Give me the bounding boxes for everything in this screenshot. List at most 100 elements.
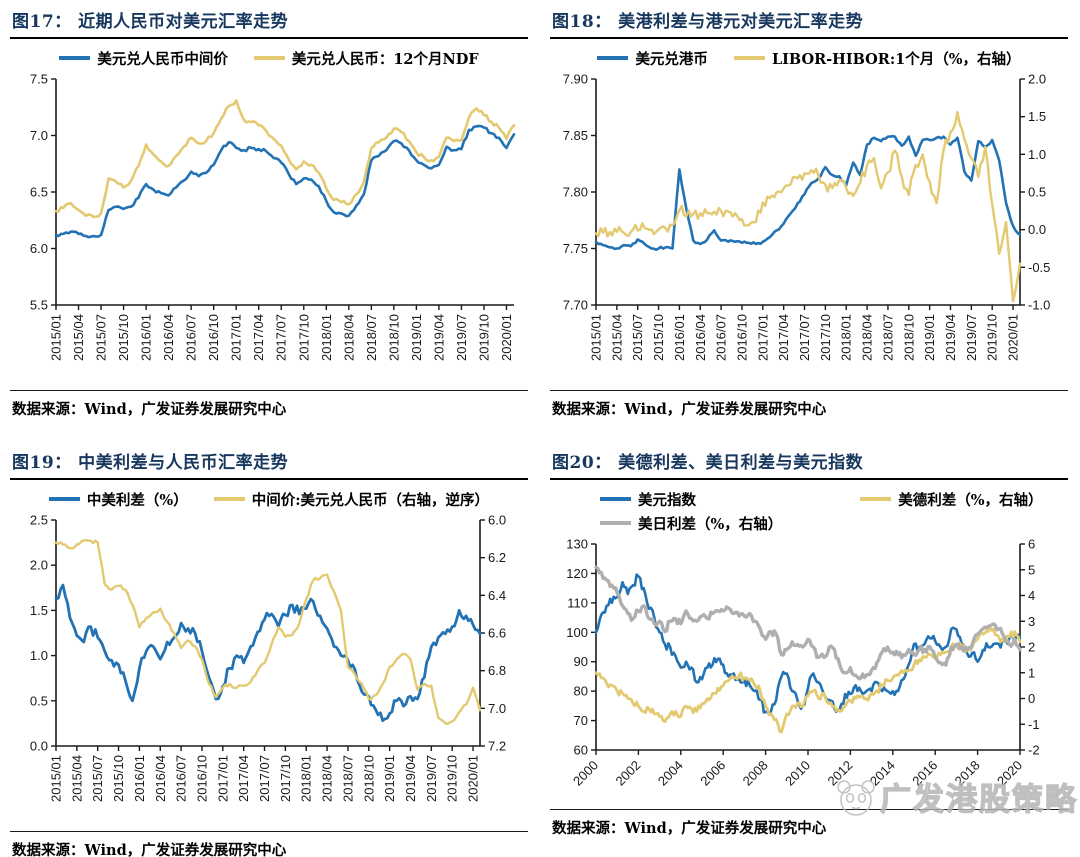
svg-text:120: 120: [566, 566, 588, 581]
svg-text:2016/04: 2016/04: [153, 755, 168, 802]
svg-text:2020/01: 2020/01: [499, 314, 514, 361]
svg-text:2008: 2008: [740, 758, 771, 789]
figure-18-source: 数据来源：Wind，广发证券发展研究中心: [550, 390, 1068, 419]
svg-text:2016: 2016: [909, 758, 940, 789]
svg-text:2015/04: 2015/04: [69, 755, 84, 802]
svg-text:2015/10: 2015/10: [116, 314, 131, 361]
svg-text:2017/01: 2017/01: [215, 755, 230, 802]
figure-19-title: 图19： 中美利差与人民币汇率走势: [10, 445, 528, 480]
svg-text:2018/04: 2018/04: [341, 314, 356, 361]
svg-text:110: 110: [567, 595, 588, 610]
svg-text:60: 60: [574, 743, 588, 758]
svg-text:1.5: 1.5: [1028, 109, 1046, 124]
svg-text:2018/01: 2018/01: [319, 314, 334, 361]
svg-text:2018/04: 2018/04: [320, 755, 335, 802]
figure-19-source: 数据来源：Wind，广发证券发展研究中心: [10, 831, 528, 857]
svg-text:2018/10: 2018/10: [901, 314, 916, 361]
svg-text:2017/01: 2017/01: [229, 314, 244, 361]
svg-text:-1: -1: [1028, 717, 1040, 732]
svg-text:80: 80: [574, 684, 588, 699]
svg-text:2017/10: 2017/10: [818, 314, 833, 361]
legend-label: LIBOR-HIBOR:1个月（%，右轴）: [771, 51, 1021, 68]
svg-text:2015/10: 2015/10: [651, 314, 666, 361]
svg-text:2015/07: 2015/07: [94, 314, 109, 361]
svg-text:2017/01: 2017/01: [755, 314, 770, 361]
svg-text:2015/01: 2015/01: [49, 755, 64, 802]
svg-text:2018/10: 2018/10: [386, 314, 401, 361]
svg-text:2019/07: 2019/07: [424, 755, 439, 802]
svg-text:2015/01: 2015/01: [589, 314, 604, 361]
figure-20-title: 图20： 美德利差、美日利差与美元指数: [550, 445, 1068, 480]
figure-17-legend: 美元兑人民币中间价 美元兑人民币：12个月NDF: [10, 39, 528, 71]
svg-text:0.5: 0.5: [1028, 185, 1046, 200]
svg-text:2019/04: 2019/04: [943, 314, 958, 361]
svg-text:2017/10: 2017/10: [296, 314, 311, 361]
svg-text:1.5: 1.5: [30, 603, 48, 618]
legend-item: 中美利差（%）: [48, 489, 188, 512]
legend-line-swatch: [48, 497, 80, 501]
svg-text:7.85: 7.85: [563, 128, 588, 143]
figure-18-title: 图18： 美港利差与港元对美元汇率走势: [550, 4, 1068, 39]
svg-text:7.2: 7.2: [488, 739, 506, 754]
svg-text:2019/01: 2019/01: [922, 314, 937, 361]
svg-text:90: 90: [574, 654, 588, 669]
figure-17-plot: 5.5 6.0 6.5 7.0 7.5 2015/01 2015/04 2015/07 2015…: [10, 71, 528, 389]
figure-19: 图19： 中美利差与人民币汇率走势 中美利差（%） 中间价:美元兑人民币（右轴，逆…: [0, 443, 540, 857]
svg-text:2016/10: 2016/10: [206, 314, 221, 361]
figure-19-plot: 0.0 0.5 1.0 1.5 2.0 2.5 6.0 6.2 6.4 6.6 6.8 7.0 7.2 2…: [10, 512, 528, 830]
svg-text:7.70: 7.70: [563, 298, 588, 313]
figure-20-source: 数据来源：Wind，广发证券发展研究中心: [550, 809, 1068, 838]
svg-text:0.0: 0.0: [1028, 222, 1046, 237]
legend-item: 美元兑港币: [597, 48, 708, 71]
svg-text:6.8: 6.8: [488, 663, 506, 678]
svg-text:2018/10: 2018/10: [361, 755, 376, 802]
svg-text:2014: 2014: [867, 758, 898, 789]
svg-text:100: 100: [566, 625, 588, 640]
svg-text:4: 4: [1028, 588, 1035, 603]
svg-text:2019/07: 2019/07: [964, 314, 979, 361]
svg-text:2015/10: 2015/10: [111, 755, 126, 802]
legend-label: 美元兑人民币：12个月NDF: [291, 51, 479, 68]
svg-text:2016/04: 2016/04: [693, 314, 708, 361]
svg-text:2015/04: 2015/04: [71, 314, 86, 361]
figure-17-source: 数据来源：Wind，广发证券发展研究中心: [10, 390, 528, 419]
svg-text:2016/04: 2016/04: [161, 314, 176, 361]
legend-item: 美元兑人民币：12个月NDF: [253, 48, 479, 71]
svg-text:-2: -2: [1028, 743, 1040, 758]
svg-text:0.5: 0.5: [30, 693, 48, 708]
figure-19-legend: 中美利差（%） 中间价:美元兑人民币（右轴，逆序）: [10, 480, 528, 512]
svg-text:2010: 2010: [782, 758, 813, 789]
svg-text:2016/10: 2016/10: [194, 755, 209, 802]
svg-text:5: 5: [1028, 562, 1035, 577]
svg-text:2019/04: 2019/04: [403, 755, 418, 802]
svg-text:2018/01: 2018/01: [299, 755, 314, 802]
svg-text:2016/07: 2016/07: [184, 314, 199, 361]
legend-item: 美元兑人民币中间价: [59, 48, 228, 71]
svg-text:2.0: 2.0: [1028, 72, 1046, 87]
svg-text:7.75: 7.75: [563, 241, 588, 256]
legend-label: 美元兑港币: [635, 51, 708, 68]
svg-text:7.90: 7.90: [563, 72, 588, 87]
svg-text:2017/07: 2017/07: [797, 314, 812, 361]
svg-text:2020/01: 2020/01: [1006, 314, 1021, 361]
svg-text:6.0: 6.0: [488, 513, 506, 528]
legend-line-swatch: [597, 56, 629, 60]
legend-line-swatch: [213, 497, 245, 501]
svg-text:2015/07: 2015/07: [90, 755, 105, 802]
svg-text:2018/07: 2018/07: [880, 314, 895, 361]
svg-text:130: 130: [566, 537, 588, 552]
svg-text:2004: 2004: [655, 758, 686, 789]
svg-text:7.0: 7.0: [488, 701, 506, 716]
svg-text:2012: 2012: [824, 758, 855, 789]
svg-text:2018/01: 2018/01: [839, 314, 854, 361]
svg-text:2019/01: 2019/01: [382, 755, 397, 802]
svg-text:1: 1: [1028, 665, 1035, 680]
svg-text:2018: 2018: [952, 758, 983, 789]
svg-text:6.5: 6.5: [30, 185, 48, 200]
svg-text:1.0: 1.0: [1028, 147, 1046, 162]
svg-text:7.5: 7.5: [30, 72, 48, 87]
svg-text:6: 6: [1028, 537, 1035, 552]
svg-text:2016/07: 2016/07: [174, 755, 189, 802]
figure-20: 图20： 美德利差、美日利差与美元指数 美元指数 美德利差（%，右轴） 美日利差（%…: [540, 443, 1080, 857]
